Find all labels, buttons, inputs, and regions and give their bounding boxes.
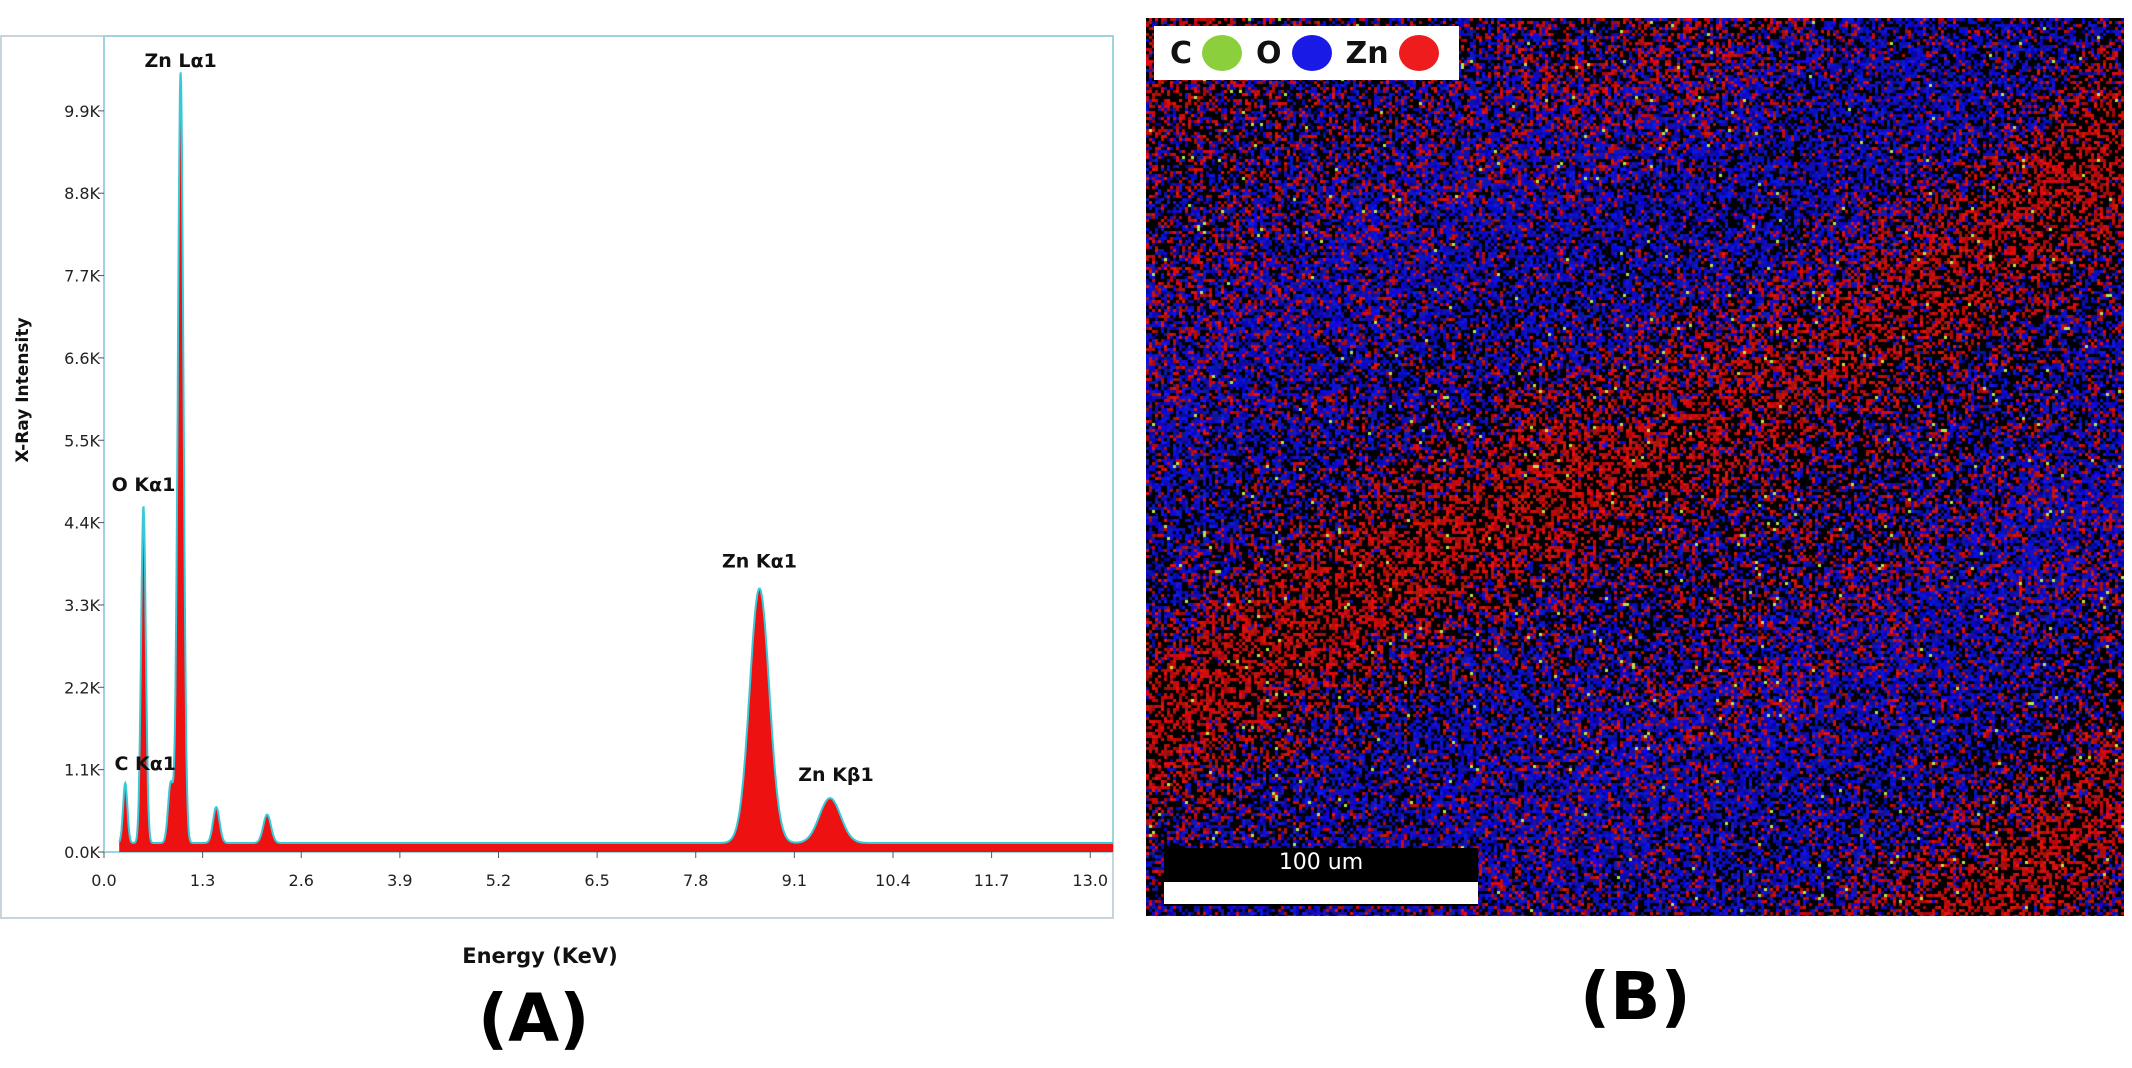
x-tick-label: 9.1 [782,871,807,890]
peak-labels: C Kα1 O Kα1 Zn Lα1 Zn Kα1 Zn Kβ1 [112,50,874,786]
spectrum-outline [118,72,1113,844]
x-axis-label: Energy (KeV) [462,944,618,968]
legend-dot-c [1202,35,1243,71]
y-tick-label: 1.1K [64,761,100,780]
y-tick-label: 0.0K [64,843,100,862]
x-tick-label: 11.7 [974,871,1010,890]
eds-spectrum-panel: 0.0 1.3 2.6 3.9 5.2 6.5 7.8 9.1 10.4 11.7 13.0 0.0K… [0,35,1114,1057]
panel-label-a: (A) [478,980,590,1057]
y-tick-label: 8.8K [64,184,100,203]
map-legend: C O Zn [1154,26,1459,80]
eds-spectrum-chart: 0.0 1.3 2.6 3.9 5.2 6.5 7.8 9.1 10.4 11.7 13.0 0.0K… [0,35,1114,968]
peak-label: Zn Lα1 [144,50,216,72]
peak-label: Zn Kα1 [722,550,797,572]
x-tick-label: 1.3 [190,871,215,890]
y-tick-label: 7.7K [64,267,100,286]
scale-bar-line [1164,882,1478,904]
peak-label: C Kα1 [114,753,176,775]
x-tick-label: 6.5 [584,871,609,890]
x-tick-label: 2.6 [289,871,314,890]
scale-bar-label: 100 um [1278,850,1364,875]
x-tick-label: 13.0 [1072,871,1108,890]
legend-symbol-zn: Zn [1345,35,1389,71]
elemental-map-panel: C O Zn 100 um [1146,18,2124,916]
legend-symbol-c: C [1170,35,1193,71]
y-tick-label: 9.9K [64,102,100,121]
x-tick-label: 5.2 [486,871,511,890]
elemental-map-image [1146,18,2124,916]
plot-area-border [103,35,1114,853]
y-tick-label: 2.2K [64,678,100,697]
legend-symbol-o: O [1256,35,1282,71]
x-tick-label: 7.8 [683,871,708,890]
scale-bar: 100 um [1164,848,1478,906]
x-tick-label: 3.9 [387,871,412,890]
legend-dot-o [1291,35,1332,71]
spectrum-area [119,72,1113,853]
y-tick-label: 4.4K [64,514,100,533]
axes: 0.0 1.3 2.6 3.9 5.2 6.5 7.8 9.1 10.4 11.7 13.0 0.0K… [64,102,1108,890]
y-tick-label: 6.6K [64,349,100,368]
y-tick-label: 3.3K [64,596,100,615]
y-axis-label: X-Ray Intensity [13,317,33,462]
peak-label: Zn Kβ1 [798,764,873,786]
x-tick-label: 0.0 [91,871,116,890]
panel-label-b: (B) [1580,958,1691,1035]
y-tick-label: 5.5K [64,431,100,450]
legend-dot-zn [1398,35,1439,71]
peak-label: O Kα1 [112,474,176,496]
x-tick-label: 10.4 [875,871,911,890]
